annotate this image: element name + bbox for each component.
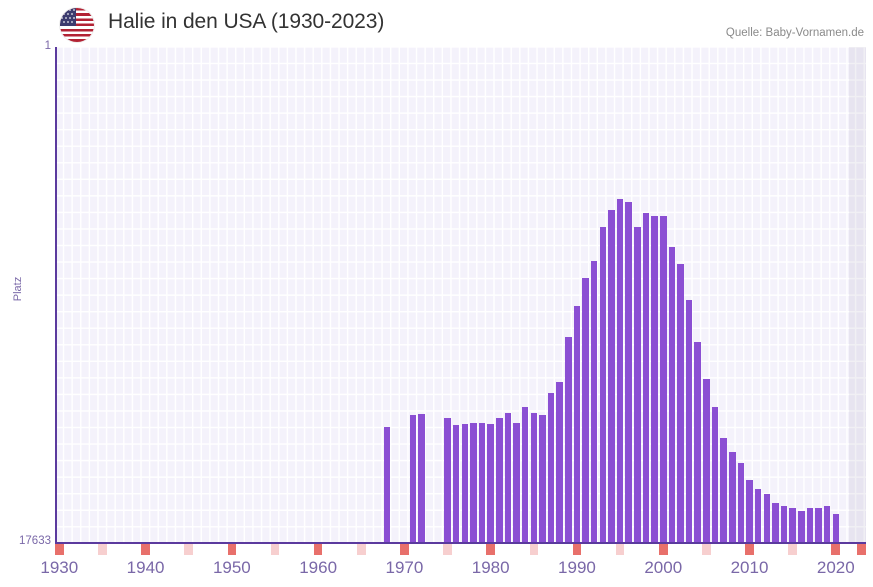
chart-header: Halie in den USA (1930-2023) Quelle: Bab… [0,0,873,47]
x-tick-end [857,544,866,555]
x-tick-minor [788,544,797,555]
plot-area [55,47,866,543]
bar[interactable] [703,378,710,543]
x-tick-minor [443,544,452,555]
x-tick-label: 2020 [816,558,855,577]
x-tick-major [658,544,668,555]
bar[interactable] [530,412,538,543]
bar[interactable] [556,381,563,543]
bar[interactable] [685,300,693,543]
bar[interactable] [772,502,779,543]
x-tick-label: 1940 [126,558,165,577]
y-axis-line [55,47,57,544]
bar[interactable] [711,407,719,543]
bar[interactable] [832,513,840,543]
flag-stars [60,8,76,26]
bar[interactable] [634,227,641,543]
bar[interactable] [599,227,607,543]
bar[interactable] [806,508,814,543]
bar[interactable] [720,438,727,543]
bar[interactable] [694,342,702,543]
bar[interactable] [780,505,788,543]
bar[interactable] [754,488,762,543]
bar[interactable] [642,212,650,543]
x-tick-minor [615,544,625,555]
x-tick-minor [184,544,194,555]
bar[interactable] [521,407,529,543]
bar[interactable] [478,422,486,543]
bar[interactable] [728,452,736,543]
x-tick-minor [702,544,711,555]
bar-series [55,47,866,543]
bar[interactable] [608,210,615,543]
bar[interactable] [409,415,417,543]
page-title: Halie in den USA (1930-2023) [108,10,385,33]
x-tick-major [745,544,754,555]
x-tick-minor [98,544,107,555]
bar[interactable] [504,412,512,543]
bar[interactable] [418,414,425,543]
x-tick-major [400,544,409,555]
bar[interactable] [383,426,391,543]
bar[interactable] [798,511,805,543]
bar[interactable] [573,305,581,543]
bar[interactable] [625,201,632,543]
x-tick-major [141,544,150,555]
x-tick-major [313,544,323,555]
flag-canton [60,8,76,26]
source-note: Quelle: Baby-Vornamen.de [725,27,864,39]
x-axis-line [55,542,866,544]
x-tick-major [486,544,495,555]
x-tick-major [831,544,841,555]
bar[interactable] [823,505,831,543]
x-tick-label: 1990 [558,558,596,577]
bar[interactable] [513,422,520,543]
bar[interactable] [651,215,658,543]
bar[interactable] [590,260,598,543]
x-tick-label: 2000 [644,558,683,577]
x-tick-label: 1970 [385,558,424,577]
bar[interactable] [547,392,555,543]
bar[interactable] [565,336,572,543]
bar[interactable] [452,425,460,543]
x-tick-major [572,544,582,555]
no-data-shade [848,47,866,543]
x-tick-label: 1950 [212,558,251,577]
bar[interactable] [616,198,624,543]
x-tick-minor [356,544,366,555]
bar[interactable] [763,494,771,543]
bar[interactable] [444,418,451,543]
x-tick-label: 1930 [40,558,79,577]
y-tick-top: 1 [44,40,51,52]
x-tick-label: 1980 [471,558,510,577]
x-tick-major [227,544,237,555]
x-tick-label: 1960 [299,558,338,577]
bar[interactable] [815,508,822,543]
us-flag-icon [60,8,94,42]
bar[interactable] [461,423,469,543]
bar[interactable] [789,508,796,543]
bar[interactable] [582,277,589,543]
bar[interactable] [668,246,676,543]
bar[interactable] [737,463,745,543]
bar[interactable] [496,418,503,543]
x-tick-major [55,544,64,555]
x-tick-label: 2010 [730,558,769,577]
bar[interactable] [746,480,753,543]
x-tick-minor [270,544,280,555]
y-tick-bottom: 17633 [19,535,51,547]
x-tick-minor [529,544,539,555]
bar[interactable] [539,415,546,543]
bar[interactable] [677,263,684,543]
bar[interactable] [659,215,667,543]
bar[interactable] [470,422,477,543]
bar[interactable] [487,423,494,543]
